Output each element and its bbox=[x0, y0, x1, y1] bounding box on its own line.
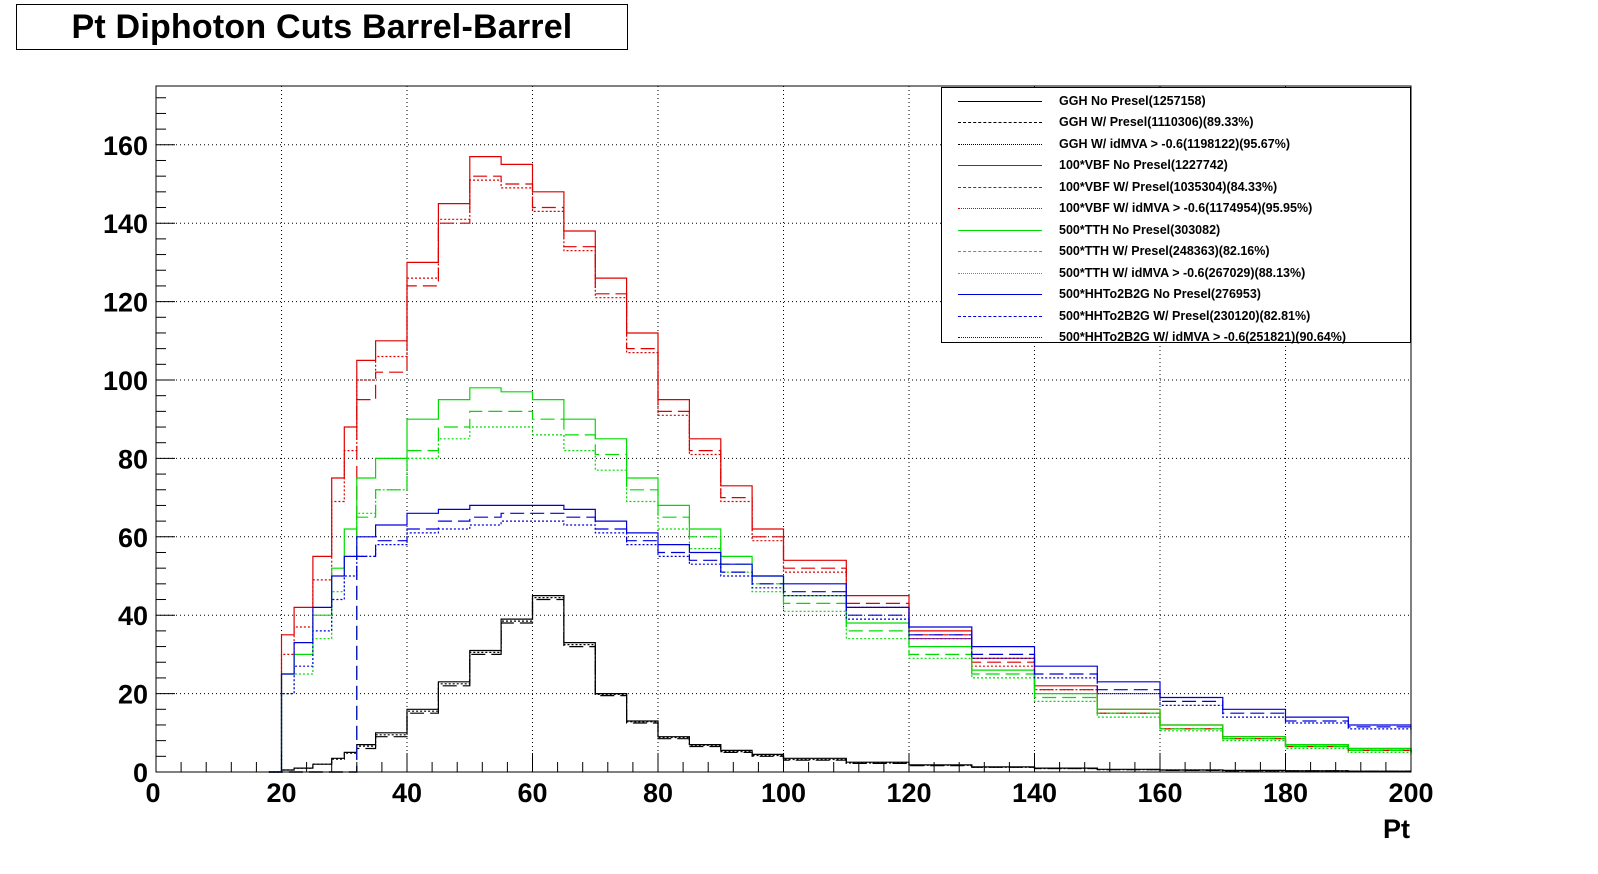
x-tick-label: 40 bbox=[392, 778, 422, 808]
series-line-1 bbox=[268, 598, 1411, 773]
series-line-10 bbox=[268, 512, 1412, 773]
y-tick-label: 120 bbox=[103, 288, 148, 318]
y-tick-label: 0 bbox=[133, 758, 148, 788]
legend-label: GGH W/ Presel(1110306)(89.33%) bbox=[1059, 115, 1254, 130]
x-tick-label: 140 bbox=[1012, 778, 1057, 808]
y-tick-label: 60 bbox=[118, 523, 148, 553]
series-line-11 bbox=[268, 520, 1412, 773]
x-tick-label: 200 bbox=[1388, 778, 1433, 808]
legend-entry: 500*HHTo2B2G W/ idMVA > -0.6(251821)(90.… bbox=[942, 327, 1410, 349]
legend-swatch bbox=[958, 294, 1042, 296]
x-axis-label: Pt bbox=[1383, 814, 1410, 844]
legend-label: GGH No Presel(1257158) bbox=[1059, 93, 1206, 108]
series-group bbox=[268, 156, 1412, 773]
legend-entry: 500*HHTo2B2G W/ Presel(230120)(82.81%) bbox=[942, 305, 1410, 327]
legend-label: 500*TTH W/ idMVA > -0.6(267029)(88.13%) bbox=[1059, 265, 1306, 280]
legend-label: 100*VBF No Presel(1227742) bbox=[1059, 158, 1228, 173]
legend-entry: 100*VBF W/ Presel(1035304)(84.33%) bbox=[942, 176, 1410, 198]
legend-label: 100*VBF W/ Presel(1035304)(84.33%) bbox=[1059, 179, 1278, 194]
x-tick-label: 180 bbox=[1263, 778, 1308, 808]
legend-swatch bbox=[958, 315, 1042, 317]
y-tick-label: 40 bbox=[118, 601, 148, 631]
y-tick-label: 140 bbox=[103, 209, 148, 239]
legend-entry: GGH No Presel(1257158) bbox=[942, 90, 1410, 112]
y-tick-label: 100 bbox=[103, 366, 148, 396]
axes: 0 20 40 60 80 100 120 140 160 180 200 0 20 40 60 80 100 1… bbox=[103, 85, 1434, 844]
legend-entry: 100*VBF No Presel(1227742) bbox=[942, 155, 1410, 177]
legend-swatch bbox=[958, 122, 1042, 124]
legend-label: 500*HHTo2B2G No Presel(276953) bbox=[1059, 287, 1261, 302]
legend-label: 500*TTH W/ Presel(248363)(82.16%) bbox=[1059, 244, 1270, 259]
legend-entry: 500*TTH No Presel(303082) bbox=[942, 219, 1410, 241]
series-line-6 bbox=[268, 387, 1412, 773]
legend-entry: 100*VBF W/ idMVA > -0.6(1174954)(95.95%) bbox=[942, 198, 1410, 220]
series-line-9 bbox=[268, 504, 1412, 773]
x-tick-label: 20 bbox=[266, 778, 296, 808]
chart-title-box: Pt Diphoton Cuts Barrel-Barrel bbox=[16, 4, 628, 50]
legend-swatch bbox=[958, 143, 1042, 145]
legend-label: GGH W/ idMVA > -0.6(1198122)(95.67%) bbox=[1059, 136, 1290, 151]
x-tick-label: 100 bbox=[761, 778, 806, 808]
series-line-2 bbox=[268, 597, 1411, 773]
legend-swatch bbox=[958, 229, 1042, 231]
legend-swatch bbox=[958, 100, 1042, 102]
legend-swatch bbox=[958, 208, 1042, 210]
y-tick-label: 160 bbox=[103, 131, 148, 161]
x-tick-label: 80 bbox=[643, 778, 673, 808]
legend-entry: 500*TTH W/ idMVA > -0.6(267029)(88.13%) bbox=[942, 262, 1410, 284]
y-tick-label: 80 bbox=[118, 444, 148, 474]
legend-label: 500*TTH No Presel(303082) bbox=[1059, 222, 1221, 237]
x-tick-label: 60 bbox=[517, 778, 547, 808]
x-tick-label: 160 bbox=[1137, 778, 1182, 808]
legend-swatch bbox=[958, 337, 1042, 339]
series-line-0 bbox=[268, 595, 1411, 773]
legend-entry: 500*HHTo2B2G No Presel(276953) bbox=[942, 284, 1410, 306]
y-tick-label: 20 bbox=[118, 680, 148, 710]
x-tick-label: 0 bbox=[145, 778, 160, 808]
legend-entry: GGH W/ idMVA > -0.6(1198122)(95.67%) bbox=[942, 133, 1410, 155]
legend-swatch bbox=[958, 186, 1042, 188]
legend-swatch bbox=[958, 272, 1042, 274]
legend: GGH No Presel(1257158) GGH W/ Presel(1110… bbox=[941, 87, 1411, 344]
legend-label: 100*VBF W/ idMVA > -0.6(1174954)(95.95%) bbox=[1059, 201, 1313, 216]
legend-entry: 500*TTH W/ Presel(248363)(82.16%) bbox=[942, 241, 1410, 263]
legend-swatch bbox=[958, 165, 1042, 167]
legend-swatch bbox=[958, 251, 1042, 253]
legend-entry: GGH W/ Presel(1110306)(89.33%) bbox=[942, 112, 1410, 134]
x-tick-label: 120 bbox=[886, 778, 931, 808]
legend-label: 500*HHTo2B2G W/ idMVA > -0.6(251821)(90.… bbox=[1059, 330, 1347, 345]
series-line-8 bbox=[268, 426, 1412, 773]
legend-label: 500*HHTo2B2G W/ Presel(230120)(82.81%) bbox=[1059, 308, 1311, 323]
chart-title: Pt Diphoton Cuts Barrel-Barrel bbox=[71, 7, 573, 46]
